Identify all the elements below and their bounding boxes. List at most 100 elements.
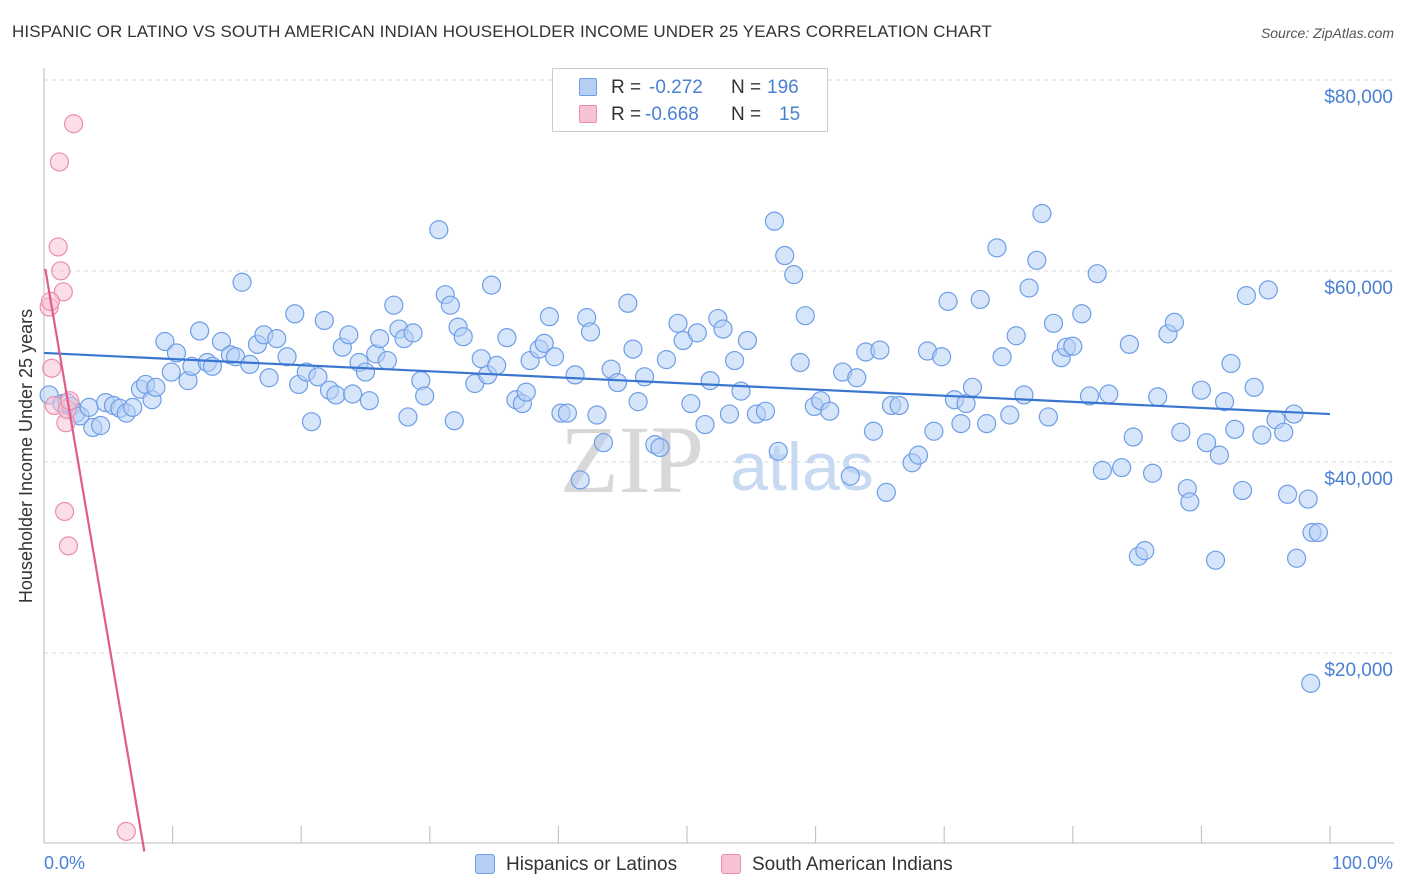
point-hispanic	[764, 211, 785, 231]
point-hispanic	[343, 384, 363, 404]
point-hispanic	[1214, 392, 1235, 412]
point-hispanic	[1205, 550, 1226, 570]
stats-r-label: R =	[611, 77, 642, 98]
point-hispanic	[618, 293, 638, 313]
stats-swatch-hispanic	[579, 78, 597, 96]
point-hispanic	[277, 347, 297, 367]
point-hispanic	[724, 350, 745, 371]
point-hispanic	[1221, 353, 1241, 374]
point-hispanic	[314, 310, 334, 331]
point-hispanic	[1277, 484, 1298, 504]
point-hispanic	[267, 329, 287, 349]
point-hispanic	[359, 391, 379, 411]
point-hispanic	[440, 295, 460, 315]
y-tick-label: $40,000	[1324, 469, 1393, 490]
point-hispanic	[403, 323, 423, 343]
point-hispanic	[1006, 326, 1026, 346]
point-hispanic	[924, 421, 944, 441]
point-hispanic	[977, 414, 997, 434]
point-hispanic	[1236, 286, 1257, 306]
point-hispanic	[795, 306, 815, 326]
point-hispanic	[570, 470, 590, 490]
point-hispanic	[938, 291, 958, 311]
point-hispanic	[650, 437, 670, 458]
point-hispanic	[847, 368, 867, 388]
point-hispanic	[415, 386, 435, 406]
point-hispanic	[1027, 250, 1047, 270]
point-hispanic	[1171, 422, 1191, 442]
point-hispanic	[487, 355, 507, 375]
point-hispanic	[90, 415, 111, 436]
point-hispanic	[656, 350, 677, 370]
tick-labels: $20,000 $40,000 $60,000 $80,000 0.0% 100.0%	[44, 87, 1393, 873]
point-hispanic	[932, 347, 952, 367]
point-hispanic	[987, 238, 1007, 258]
point-south-american-indian	[42, 358, 62, 378]
legend-swatch-south-american-indian	[721, 854, 741, 874]
point-hispanic	[1191, 380, 1212, 400]
point-hispanic	[1308, 522, 1329, 543]
point-hispanic	[687, 323, 707, 343]
legend-swatch-hispanic	[475, 854, 495, 874]
point-hispanic	[700, 371, 720, 391]
point-hispanic	[1244, 377, 1264, 397]
point-hispanic	[870, 340, 890, 360]
point-hispanic	[1112, 457, 1132, 478]
point-hispanic	[355, 362, 376, 382]
point-hispanic	[962, 377, 983, 397]
point-hispanic	[1148, 387, 1168, 407]
point-hispanic	[285, 304, 305, 324]
x-tick-label-min: 0.0%	[44, 853, 85, 873]
point-hispanic	[1180, 492, 1200, 512]
point-hispanic	[1286, 548, 1307, 568]
point-hispanic	[1196, 433, 1217, 453]
point-hispanic	[557, 403, 578, 423]
point-hispanic	[1274, 422, 1294, 442]
point-south-american-indian	[49, 152, 70, 172]
point-south-american-indian	[63, 114, 84, 134]
point-hispanic	[1079, 386, 1100, 406]
point-hispanic	[1258, 280, 1278, 300]
point-hispanic	[516, 382, 536, 402]
point-hispanic	[863, 421, 884, 441]
point-hispanic	[232, 272, 252, 292]
chart-legend: Hispanics or Latinos South American Indi…	[0, 852, 1406, 878]
point-hispanic	[587, 405, 607, 425]
stats-n-label: N =	[731, 104, 762, 125]
point-hispanic	[384, 295, 404, 315]
point-hispanic	[1014, 385, 1034, 405]
point-hispanic	[190, 321, 210, 341]
point-hispanic	[565, 365, 585, 385]
point-hispanic	[1000, 405, 1020, 425]
trend-line-south-american-indian	[44, 268, 146, 852]
point-south-american-indian	[53, 282, 73, 302]
point-hispanic	[1164, 312, 1184, 332]
point-hispanic	[681, 393, 701, 414]
point-hispanic	[259, 368, 279, 388]
point-hispanic	[713, 319, 733, 339]
axes	[43, 68, 1394, 844]
point-hispanic	[1142, 463, 1163, 483]
point-hispanic	[1232, 480, 1253, 501]
point-hispanic	[146, 377, 166, 397]
point-hispanic	[166, 343, 187, 363]
point-hispanic	[1099, 384, 1119, 404]
point-hispanic	[398, 407, 418, 427]
point-hispanic	[951, 414, 971, 434]
legend-label-south-american-indian: South American Indians	[752, 854, 953, 875]
watermark-zip: ZIP	[560, 406, 704, 513]
point-hispanic	[377, 350, 397, 371]
point-hispanic	[79, 397, 99, 417]
point-hispanic	[1019, 278, 1039, 298]
chart-title: HISPANIC OR LATINO VS SOUTH AMERICAN IND…	[12, 22, 992, 41]
point-hispanic	[1032, 203, 1052, 224]
stats-r-label: R =	[611, 104, 642, 125]
point-south-american-indian	[48, 237, 68, 257]
stats-swatch-south-american-indian	[579, 105, 597, 123]
point-hispanic	[429, 220, 449, 240]
point-south-american-indian	[116, 821, 136, 841]
point-hispanic	[1135, 541, 1155, 561]
stats-r-value: -0.272	[649, 77, 703, 98]
point-hispanic	[1298, 489, 1318, 509]
point-hispanic	[790, 352, 810, 373]
